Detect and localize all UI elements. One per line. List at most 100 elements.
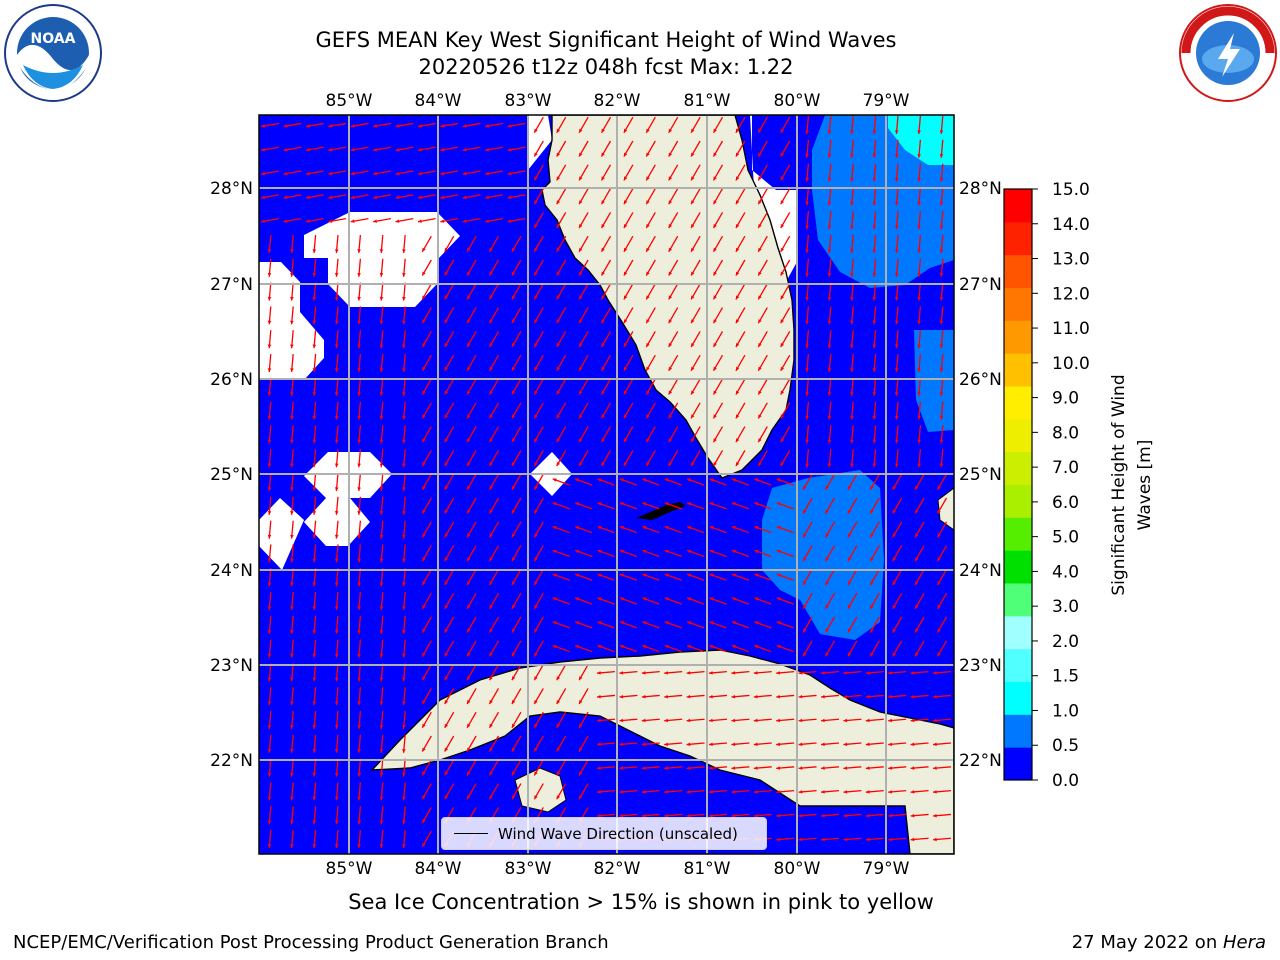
wave-direction-arrowhead (556, 200, 561, 205)
wave-direction-arrowhead (686, 790, 691, 794)
wave-direction-arrowhead (805, 463, 809, 468)
wave-direction-arrowhead (290, 653, 294, 658)
wave-direction-arrowhead (668, 461, 673, 466)
wave-direction-arrow (960, 546, 969, 562)
wave-direction-arrowhead (357, 392, 361, 396)
wave-direction-arrowhead (776, 621, 781, 625)
wave-direction-arrowhead (892, 604, 897, 609)
wave-direction-arrowhead (444, 390, 449, 395)
wave-direction-arrowhead (687, 645, 692, 649)
wave-direction-arrowhead (731, 694, 736, 699)
wave-direction-arrowhead (379, 701, 384, 706)
wave-direction-arrowhead (422, 676, 426, 681)
wave-direction-arrowhead (417, 124, 422, 128)
wave-direction-arrowhead (290, 463, 294, 468)
wave-direction-arrowhead (805, 415, 809, 420)
map-frame (258, 114, 955, 855)
wave-direction-arrowhead (556, 271, 561, 276)
wave-direction-arrowhead (422, 485, 426, 490)
wave-direction-arrowhead (267, 534, 272, 539)
wave-direction-arrowhead (334, 273, 339, 277)
wave-direction-arrowhead (803, 557, 807, 562)
colorbar-segment (1004, 484, 1032, 518)
wave-direction-arrowhead (641, 671, 646, 675)
wave-direction-arrowhead (579, 152, 583, 157)
wave-direction-arrowhead (776, 549, 781, 554)
wave-direction-arrowhead (735, 319, 740, 324)
wave-direction-arrowhead (937, 580, 941, 585)
wave-direction-arrowhead (485, 147, 489, 152)
wave-direction-arrowhead (552, 597, 557, 601)
wave-direction-arrowhead (534, 628, 538, 633)
map-area (259, 115, 969, 872)
wave-direction-arrowhead (267, 249, 272, 253)
wave-direction-arrowhead (933, 694, 937, 699)
wave-direction-arrowhead (623, 390, 628, 395)
wave-direction-arrowhead (758, 223, 762, 228)
wave-direction-arrowhead (872, 273, 877, 277)
wave-direction-arrowhead (290, 868, 294, 872)
wave-direction-arrowhead (534, 271, 538, 276)
wave-direction-arrowhead (422, 509, 426, 514)
colorbar: 0.0 0.5 1.0 1.5 2.0 3.0 4.0 5.0 6.0 7.0 8.0 9.0 10.0… (1003, 180, 1090, 791)
lon-labels-top: 85°W 84°W 83°W 82°W 81°W 80°W 79°W (326, 91, 910, 111)
wave-direction-arrowhead (776, 645, 781, 649)
wave-direction-arrow (821, 862, 839, 864)
wave-direction-arrowhead (422, 461, 426, 466)
wave-direction-arrowhead (402, 249, 406, 253)
wave-direction-arrowhead (489, 771, 493, 776)
wave-direction-arrowhead (467, 271, 471, 276)
wave-direction-arrowhead (261, 124, 265, 128)
wave-direction-arrowhead (735, 271, 740, 276)
wave-direction-arrowhead (402, 534, 406, 539)
lat-label: 24°N (210, 561, 253, 581)
wave-direction-arrowhead (731, 478, 736, 482)
wave-direction-arrowhead (691, 223, 695, 228)
wave-direction-arrowhead (646, 223, 650, 228)
wave-direction-arrowhead (511, 271, 516, 276)
wave-direction-arrowhead (731, 621, 736, 625)
wave-direction-arrowhead (623, 342, 628, 347)
wave-direction-arrowhead (534, 295, 538, 300)
wave-direction-arrowhead (917, 154, 921, 158)
wave-direction-arrowhead (575, 597, 580, 601)
wave-direction-arrowhead (290, 320, 294, 325)
wave-direction-arrowhead (373, 147, 377, 152)
wave-direction-arrow (964, 140, 966, 158)
wave-direction-arrowhead (334, 249, 339, 253)
wave-direction-arrowhead (511, 533, 516, 538)
wave-direction-arrowhead (312, 463, 317, 468)
wave-direction-arrowhead (780, 223, 785, 228)
wave-direction-arrowhead (735, 390, 740, 395)
wave-direction-arrowhead (872, 439, 877, 444)
lat-labels-right: 28°N 27°N 26°N 25°N 24°N 23°N 22°N (959, 179, 1002, 771)
wave-direction-arrowhead (556, 152, 561, 157)
wave-direction-arrowhead (467, 580, 471, 585)
wave-direction-arrowhead (753, 671, 758, 675)
wave-direction-arrow (467, 855, 476, 871)
wave-direction-arrowhead (623, 438, 628, 443)
wave-direction-arrowhead (827, 415, 832, 420)
wave-direction-arrowhead (467, 390, 471, 395)
wave-direction-arrowhead (798, 813, 803, 818)
wave-direction-arrowhead (534, 747, 538, 752)
wave-direction-arrowhead (691, 176, 695, 181)
wave-direction-arrowhead (664, 718, 668, 723)
wave-direction-arrowhead (664, 502, 669, 506)
wave-direction-arrowhead (888, 790, 892, 794)
wave-direction-arrowhead (892, 652, 897, 657)
wave-direction-arrowhead (691, 342, 695, 347)
wave-direction-arrowhead (290, 344, 294, 349)
wave-direction-arrowhead (668, 176, 673, 181)
wave-direction-arrowhead (691, 366, 695, 371)
wave-direction-arrowhead (619, 671, 624, 675)
wave-direction-arrowhead (646, 390, 650, 395)
wave-direction-arrowhead (798, 718, 803, 723)
wave-direction-arrowhead (731, 790, 736, 794)
colorbar-tick-label: 0.0 (1052, 771, 1079, 791)
colorbar-tick-label: 13.0 (1052, 250, 1090, 270)
wave-direction-arrowhead (646, 461, 650, 466)
wave-direction-arrowhead (870, 533, 874, 538)
wave-direction-arrowhead (489, 271, 493, 276)
wave-direction-arrowhead (556, 723, 561, 728)
